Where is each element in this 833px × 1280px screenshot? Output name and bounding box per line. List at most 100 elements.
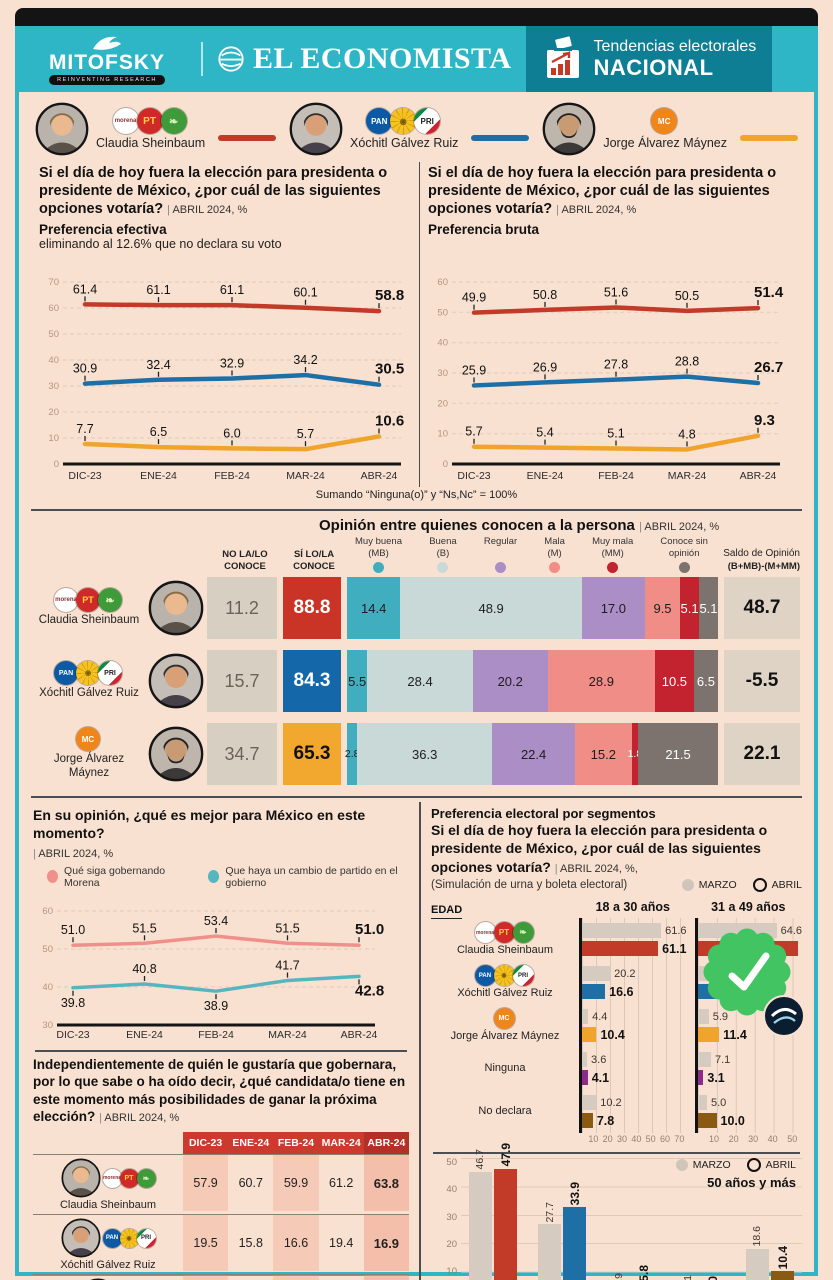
mitofsky-bird-icon	[93, 36, 121, 50]
panel-title-18-30: 18 a 30 años	[595, 899, 670, 914]
candidate-name: Claudia Sheinbaum	[59, 1199, 156, 1212]
section-divider	[31, 509, 802, 512]
party-logo-prd: ◉	[390, 108, 417, 134]
abril-label: ABRIL	[771, 878, 802, 891]
svg-text:ABR-24: ABR-24	[740, 470, 777, 482]
svg-text:49.9: 49.9	[462, 291, 486, 305]
photo-claudia	[35, 102, 89, 156]
no-conoce-value: 15.7	[207, 650, 277, 713]
svg-text:60: 60	[42, 906, 53, 917]
svg-text:51.4: 51.4	[754, 284, 784, 301]
table-cell: 59.9	[273, 1154, 319, 1212]
bar-marzo-value: 3.6	[591, 1053, 607, 1066]
segment-row-label: PAN ◉ PRI Xóchitl Gálvez Ruiz	[431, 961, 579, 1004]
abril-ring	[752, 877, 767, 892]
svg-text:5.7: 5.7	[465, 425, 482, 439]
bar-abril-value: 10.4	[775, 1245, 790, 1270]
party-logo-pan: PAN	[102, 1228, 122, 1248]
no-conoce-value: 11.2	[207, 577, 277, 640]
bar-marzo	[582, 1052, 588, 1068]
legend-dot	[47, 870, 59, 884]
svg-text:61.4: 61.4	[73, 283, 97, 297]
posibilidades-grid: DIC-23 ENE-24 FEB-24 MAR-24 ABR-24 morena PT ❧ C…	[33, 1132, 409, 1280]
preference-charts-row: Si el día de hoy fuera la elección para …	[29, 162, 804, 488]
bar-marzo-value: 4.4	[592, 1010, 608, 1023]
legend-dot	[494, 562, 506, 574]
bar-abril-value: 11.4	[723, 1027, 747, 1042]
legend-sublabel	[499, 548, 502, 559]
svg-text:51.0: 51.0	[355, 921, 384, 938]
line-chart-mejor: 30 40 50 60 DIC-23 ENE-24 FEB-24 MAR-24 ABR-24 51…	[33, 889, 409, 1046]
legend-dot	[208, 870, 220, 884]
party-logos: MC	[76, 727, 100, 752]
svg-text:6.0: 6.0	[223, 427, 240, 441]
photo-jorge	[542, 102, 596, 156]
svg-text:10: 10	[437, 429, 448, 440]
bar-segment: 9.5	[644, 577, 681, 640]
candidate-color-line	[471, 135, 530, 141]
no-conoce-value: 34.7	[207, 723, 277, 786]
bar-marzo-value: 5.0	[711, 1096, 727, 1109]
svg-text:40.8: 40.8	[132, 962, 156, 976]
candidate-id: MC Jorge Álvarez Máynez	[33, 727, 145, 781]
section-divider	[433, 1151, 800, 1154]
axis-tick: 60	[659, 1133, 671, 1144]
segment-bar-cell: 61.6 61.1	[579, 917, 687, 961]
bar-abril-value: 61.1	[662, 941, 687, 956]
segment-row-name: Ninguna	[484, 1062, 526, 1075]
bar-group: 18.6 10.4	[746, 1124, 794, 1280]
table-cell: 16.6	[273, 1214, 319, 1272]
table-cell: 2.7	[273, 1274, 319, 1280]
table-column-header: DIC-23	[183, 1132, 229, 1155]
legend-label: Muy buena	[355, 536, 403, 548]
si-conoce-value: 84.3	[283, 650, 341, 713]
mitofsky-name: MITOFSKY	[48, 50, 166, 74]
party-logo-pt: PT	[76, 588, 100, 613]
svg-text:25.9: 25.9	[462, 364, 486, 378]
photo-xochitl	[60, 1218, 101, 1258]
party-logo-pri: PRI	[414, 108, 441, 134]
svg-text:40: 40	[437, 338, 448, 349]
opinion-stacked-bar: 5.5 28.4 20.2 28.9 10.5 6.5	[347, 650, 718, 713]
svg-text:51.0: 51.0	[61, 923, 85, 937]
bar-segment: 10.5	[654, 650, 694, 713]
bar-marzo	[582, 923, 662, 939]
legend-sublabel: opinión	[668, 547, 700, 559]
opinion-rows: morena PT ❧ Claudia Sheinbaum 11.2 88.8 14.4 48…	[29, 577, 804, 786]
svg-text:61.1: 61.1	[146, 284, 170, 298]
party-logo-pan: PAN	[54, 661, 78, 686]
party-logos: morena PT ❧	[474, 922, 534, 944]
bar-group: 3.1 2.0	[677, 1124, 725, 1280]
bar-abril	[582, 984, 606, 1000]
opinion-row: MC Jorge Álvarez Máynez 34.7 65.3 2.8 36.3 22.…	[29, 723, 804, 786]
candidate-legend-2: PAN ◉ PRI Xóchitl Gálvez Ruiz	[289, 102, 530, 156]
svg-text:58.8: 58.8	[375, 287, 404, 304]
posibilidades-title: Independientemente de quién le gustaría …	[33, 1056, 409, 1126]
segment-row-name: Xóchitl Gálvez Ruiz	[457, 987, 553, 1000]
bar-segment: 5.1	[680, 577, 700, 640]
party-logo-prd: ◉	[493, 965, 515, 987]
svg-text:60: 60	[48, 303, 59, 314]
svg-text:51.5: 51.5	[132, 921, 156, 935]
segment-row-name: Claudia Sheinbaum	[456, 944, 553, 957]
y-tick: 30	[446, 1211, 457, 1223]
marzo-dot	[675, 1158, 688, 1171]
table-cell: 19.5	[183, 1214, 229, 1272]
legend-sublabel: (B)	[436, 547, 450, 559]
el-economista-globe-icon	[218, 46, 244, 72]
opinion-legend-item: Regular	[484, 536, 517, 574]
party-logo-pvem: ❧	[98, 588, 122, 613]
bar-marzo-value: 61.6	[665, 924, 687, 937]
svg-text:50.8: 50.8	[533, 288, 557, 302]
col-si-conoce: SÍ LO/LA CONOCE	[293, 549, 335, 573]
axis-tick: 20	[602, 1133, 613, 1144]
bottom-section: En su opinión, ¿qué es mejor para México…	[29, 802, 806, 1280]
verified-badge-overlay	[694, 924, 806, 1042]
svg-text:9.3: 9.3	[754, 412, 775, 429]
legend-item: Que haya un cambio de partido en el gobi…	[208, 865, 409, 889]
table-cell: 63.8	[363, 1154, 409, 1212]
svg-text:DIC-23: DIC-23	[457, 470, 490, 482]
segment-row-label: morena PT ❧ Claudia Sheinbaum	[431, 918, 579, 961]
